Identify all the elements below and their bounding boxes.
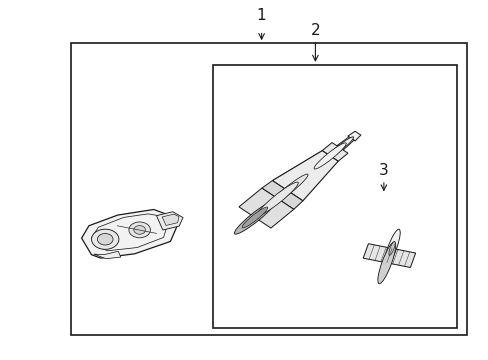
Ellipse shape	[234, 201, 275, 234]
Circle shape	[97, 234, 113, 245]
Text: 1: 1	[256, 8, 266, 23]
Ellipse shape	[257, 182, 298, 215]
Polygon shape	[239, 188, 293, 228]
Circle shape	[134, 226, 145, 234]
Polygon shape	[336, 137, 353, 150]
Polygon shape	[272, 150, 338, 201]
Polygon shape	[81, 210, 177, 258]
Ellipse shape	[383, 229, 399, 267]
Polygon shape	[347, 131, 360, 141]
Ellipse shape	[388, 242, 394, 255]
Ellipse shape	[377, 242, 395, 284]
Ellipse shape	[266, 174, 307, 207]
Polygon shape	[94, 251, 121, 259]
Ellipse shape	[326, 137, 353, 159]
Polygon shape	[156, 212, 183, 230]
Polygon shape	[322, 143, 347, 161]
Circle shape	[129, 222, 150, 238]
Polygon shape	[162, 214, 179, 225]
Circle shape	[91, 229, 119, 249]
Polygon shape	[363, 244, 415, 267]
Text: 3: 3	[378, 163, 388, 178]
Text: 2: 2	[310, 23, 320, 38]
Ellipse shape	[242, 207, 267, 228]
Ellipse shape	[313, 143, 346, 169]
Polygon shape	[261, 181, 302, 209]
